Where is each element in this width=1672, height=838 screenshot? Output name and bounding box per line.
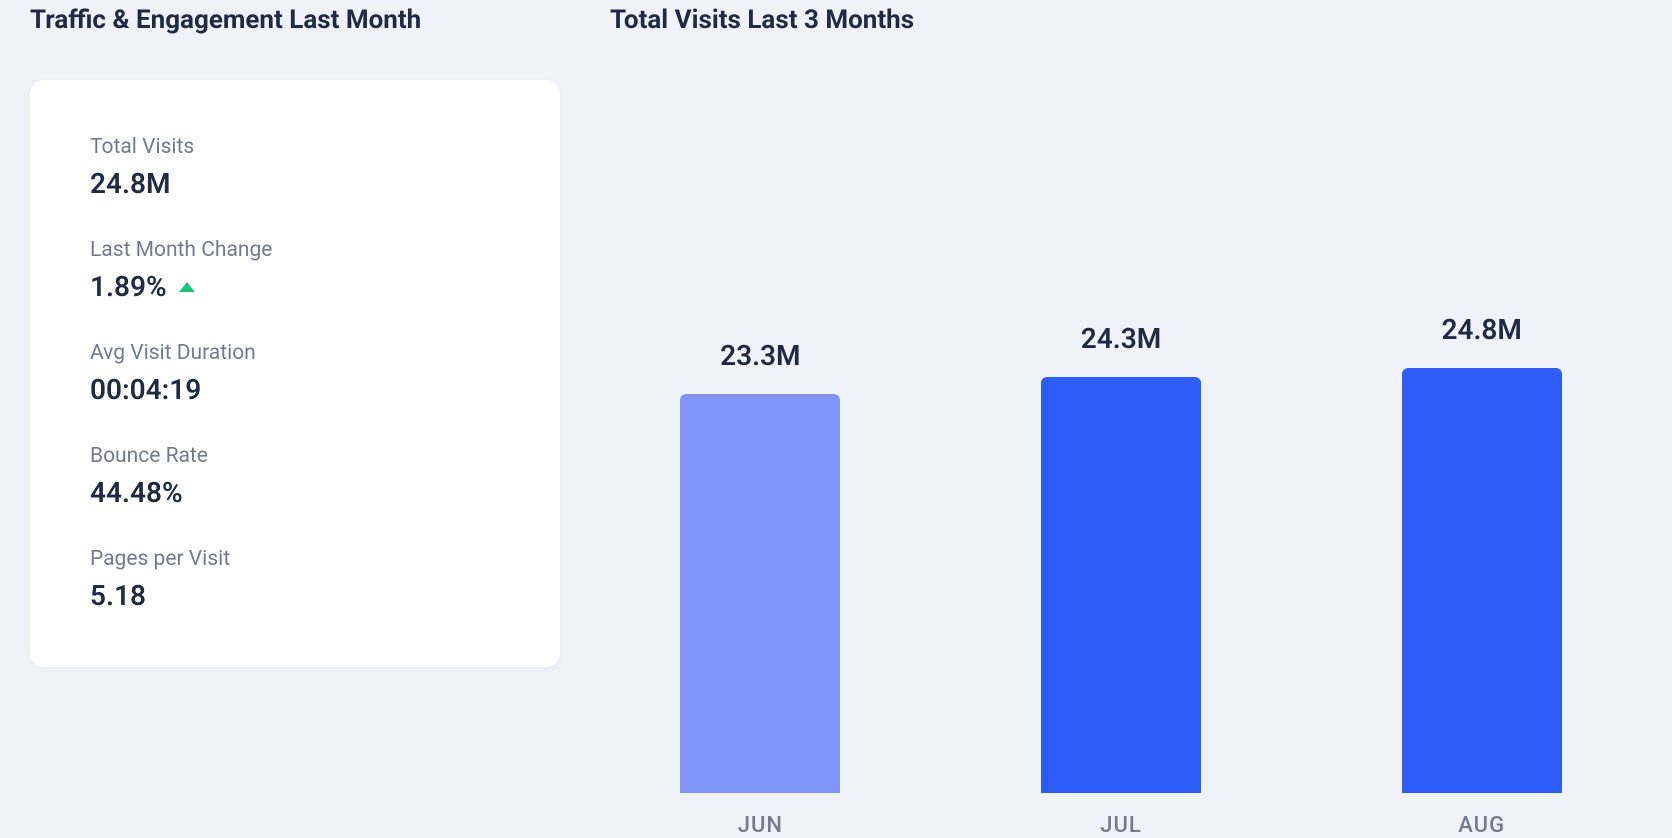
dashboard-container: Traffic & Engagement Last Month Total Vi… <box>0 0 1672 838</box>
stat-item: Total Visits 24.8M <box>90 135 500 200</box>
stat-value-text: 00:04:19 <box>90 373 201 406</box>
stat-item: Pages per Visit 5.18 <box>90 547 500 612</box>
stats-card: Total Visits 24.8M Last Month Change 1.89% A… <box>30 80 560 667</box>
bar-month-label: JUL <box>1100 813 1142 838</box>
stat-item: Bounce Rate 44.48% <box>90 444 500 509</box>
total-visits-title: Total Visits Last 3 Months <box>610 0 1632 35</box>
bar-column: 24.8M AUG <box>1331 313 1632 838</box>
stat-item: Avg Visit Duration 00:04:19 <box>90 341 500 406</box>
bar-value-label: 23.3M <box>720 339 800 372</box>
stat-value-text: 44.48% <box>90 476 183 509</box>
stat-value-text: 1.89% <box>90 270 167 303</box>
bar <box>1402 368 1562 793</box>
stat-value: 44.48% <box>90 476 500 509</box>
bar-value-label: 24.3M <box>1081 322 1161 355</box>
stat-label: Bounce Rate <box>90 444 500 468</box>
stat-value: 5.18 <box>90 579 500 612</box>
left-panel: Traffic & Engagement Last Month Total Vi… <box>0 0 560 838</box>
traffic-engagement-title: Traffic & Engagement Last Month <box>30 0 560 35</box>
stat-label: Pages per Visit <box>90 547 500 571</box>
stat-item: Last Month Change 1.89% <box>90 238 500 303</box>
bar <box>1041 377 1201 793</box>
stat-value: 00:04:19 <box>90 373 500 406</box>
stat-label: Last Month Change <box>90 238 500 262</box>
stat-value-text: 5.18 <box>90 579 146 612</box>
bar-column: 23.3M JUN <box>610 339 911 838</box>
right-panel: Total Visits Last 3 Months 23.3M JUN 24.3M… <box>610 0 1672 838</box>
stat-label: Total Visits <box>90 135 500 159</box>
bar-value-label: 24.8M <box>1441 313 1521 346</box>
bar <box>680 394 840 793</box>
stat-value-text: 24.8M <box>90 167 170 200</box>
stat-value: 1.89% <box>90 270 500 303</box>
bar-month-label: JUN <box>738 813 783 838</box>
stat-label: Avg Visit Duration <box>90 341 500 365</box>
stat-value: 24.8M <box>90 167 500 200</box>
bar-column: 24.3M JUL <box>971 322 1272 838</box>
bar-month-label: AUG <box>1458 813 1505 838</box>
bar-chart: 23.3M JUN 24.3M JUL 24.8M AUG <box>610 80 1632 838</box>
trend-up-icon <box>179 282 195 292</box>
